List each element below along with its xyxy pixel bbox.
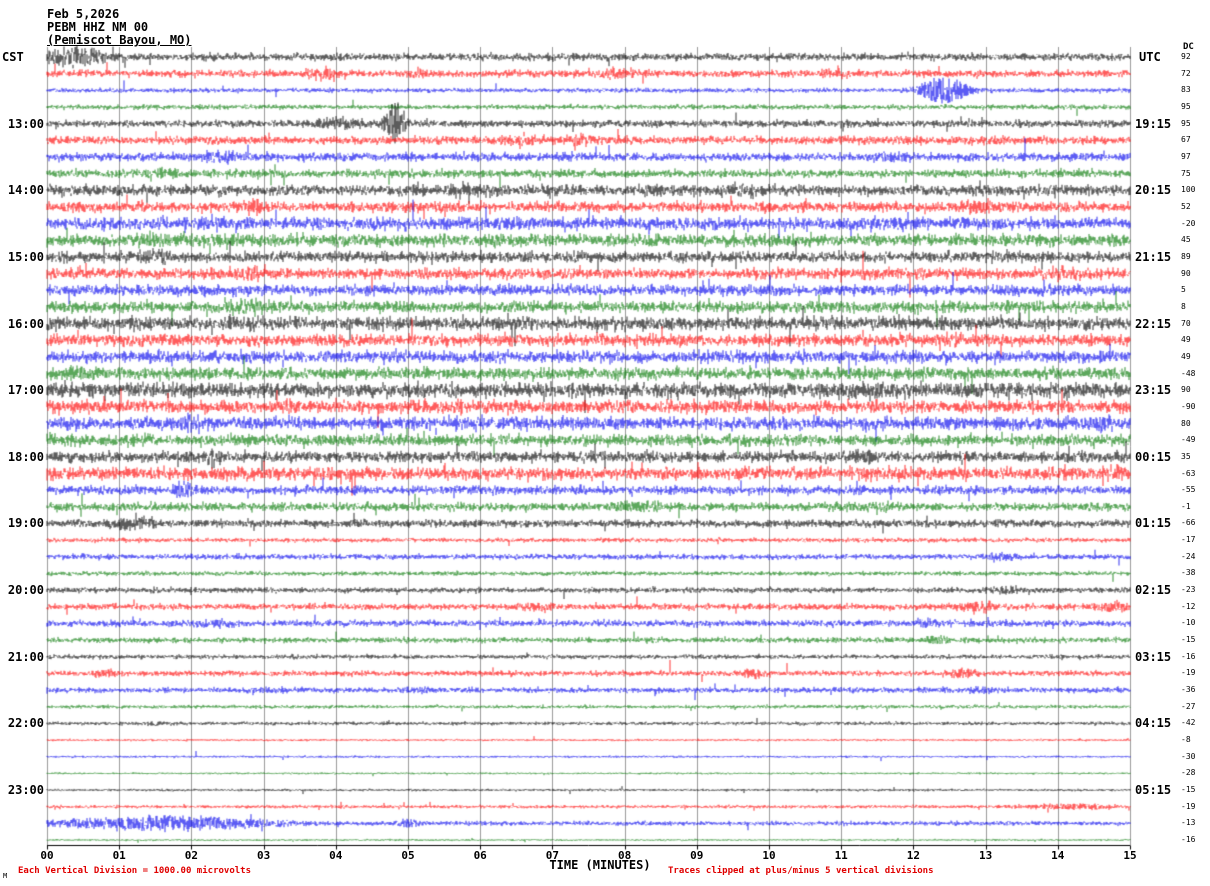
dc-offset-value: -30: [1181, 751, 1196, 761]
x-tick-label: 10: [762, 849, 776, 862]
dc-offset-value: 83: [1181, 85, 1191, 95]
dc-offset-value: 75: [1181, 168, 1191, 178]
hour-label-cst: 14:00: [7, 183, 44, 198]
dc-offset-value: 92: [1181, 52, 1191, 61]
x-tick-label: 09: [690, 849, 704, 862]
dc-offset-value: -16: [1181, 835, 1196, 845]
dc-offset-value: 100: [1181, 185, 1196, 195]
x-tick-label: 03: [256, 849, 271, 862]
hour-label-utc: 23:15: [1135, 383, 1172, 398]
hour-label-utc: 04:15: [1135, 716, 1172, 731]
dc-offset-value: 5: [1181, 285, 1186, 295]
hour-label-cst: 15:00: [7, 249, 44, 264]
dc-offset-value: -20: [1181, 218, 1196, 228]
dc-offset-value: -36: [1181, 685, 1196, 695]
dc-offset-value: -12: [1181, 601, 1196, 611]
dc-offset-value: 8: [1181, 301, 1186, 311]
dc-offset-value: -15: [1181, 635, 1196, 645]
footer-scale-note: Each Vertical Division = 1000.00 microvo…: [18, 866, 251, 876]
dc-offset-value: 89: [1181, 251, 1191, 261]
dc-column-label: DC: [1183, 42, 1194, 52]
dc-offset-value: 70: [1181, 318, 1191, 328]
dc-offset-value: 97: [1181, 151, 1191, 161]
hour-label-cst: 20:00: [7, 583, 44, 598]
hour-label-cst: 19:00: [7, 516, 44, 531]
header-station-code: PEBM HHZ NM 00: [47, 20, 149, 34]
hour-label-utc: 05:15: [1135, 783, 1172, 798]
hour-label-cst: 21:00: [7, 649, 44, 664]
x-tick-label: 00: [40, 849, 54, 862]
dc-offset-value: 45: [1181, 235, 1191, 245]
dc-offset-value: -15: [1181, 785, 1196, 795]
dc-offset-value: 80: [1181, 418, 1191, 428]
hour-label-utc: 22:15: [1135, 316, 1172, 331]
dc-offset-value: -19: [1181, 801, 1196, 811]
dc-offset-value: -19: [1181, 668, 1196, 678]
dc-offset-value: -13: [1181, 818, 1196, 828]
header: Feb 5,2026 PEBM HHZ NM 00 (Pemiscot Bayo…: [47, 8, 192, 47]
dc-offset-value: -17: [1181, 535, 1196, 545]
dc-offset-value: -8: [1181, 735, 1191, 745]
dc-offset-value: -23: [1181, 585, 1196, 595]
x-tick-label: 01: [112, 849, 126, 862]
header-station-location: (Pemiscot Bayou, MO): [47, 33, 192, 47]
x-axis-title: TIME (MINUTES): [549, 858, 651, 872]
hour-label-utc: 03:15: [1135, 649, 1172, 664]
x-tick-label: 05: [401, 849, 415, 862]
dc-offset-value: 49: [1181, 351, 1191, 361]
x-tick-label: 12: [906, 849, 921, 862]
x-tick-label: 02: [184, 849, 199, 862]
x-tick-label: 13: [978, 849, 993, 862]
left-timezone-label: CST: [2, 50, 24, 64]
dc-offset-value: -1: [1181, 501, 1191, 511]
x-tick-label: 08: [617, 849, 632, 862]
dc-offset-value: -16: [1181, 651, 1196, 661]
header-date: Feb 5,2026: [47, 7, 120, 21]
dc-offset-value: 52: [1181, 201, 1191, 211]
hour-label-cst: 22:00: [7, 716, 44, 731]
dc-offset-value: -90: [1181, 401, 1196, 411]
dc-offset-value: -63: [1181, 468, 1196, 478]
hour-label-cst: 23:00: [7, 783, 44, 798]
x-tick-label: 04: [329, 849, 343, 862]
hour-label-utc: 21:15: [1135, 249, 1172, 264]
x-tick-label: 06: [473, 849, 487, 862]
right-timezone-label: UTC: [1139, 50, 1161, 64]
dc-offset-value: 67: [1181, 135, 1191, 145]
dc-offset-value: 90: [1181, 385, 1191, 395]
dc-offset-value: 49: [1181, 335, 1191, 345]
dc-offset-value: -66: [1181, 518, 1196, 528]
x-tick-label: 07: [545, 849, 560, 862]
dc-offset-value: -49: [1181, 435, 1196, 445]
dc-offset-value: -48: [1181, 368, 1196, 378]
x-tick-label: 14: [1051, 849, 1065, 862]
dc-offset-value: 90: [1181, 268, 1191, 278]
hour-label-cst: 16:00: [7, 316, 44, 331]
dc-offset-value: -24: [1181, 551, 1196, 561]
dc-offset-value: 95: [1181, 118, 1191, 128]
hour-label-utc: 01:15: [1135, 516, 1172, 531]
dc-offset-value: -27: [1181, 701, 1196, 711]
hour-label-cst: 18:00: [7, 449, 44, 464]
dc-offset-value: -42: [1181, 718, 1196, 728]
hour-label-cst: 17:00: [7, 383, 44, 398]
hour-label-cst: 13:00: [7, 116, 44, 131]
footer-clip-note: Traces clipped at plus/minus 5 vertical …: [668, 866, 934, 876]
dc-offset-value: -38: [1181, 568, 1196, 578]
x-tick-label: 15: [1123, 849, 1137, 862]
hour-label-utc: 19:15: [1135, 116, 1172, 131]
x-tick-label: 11: [834, 849, 848, 862]
dc-offset-value: -55: [1181, 485, 1196, 495]
dc-offset-value: 35: [1181, 451, 1191, 461]
hour-label-utc: 00:15: [1135, 449, 1172, 464]
corner-mark: M: [3, 872, 8, 880]
dc-offset-value: 95: [1181, 101, 1191, 111]
dc-offset-value: -10: [1181, 618, 1196, 628]
hour-label-utc: 20:15: [1135, 183, 1172, 198]
dc-offset-value: 72: [1181, 68, 1191, 78]
dc-offset-value: -28: [1181, 768, 1196, 778]
hour-label-utc: 02:15: [1135, 583, 1172, 598]
